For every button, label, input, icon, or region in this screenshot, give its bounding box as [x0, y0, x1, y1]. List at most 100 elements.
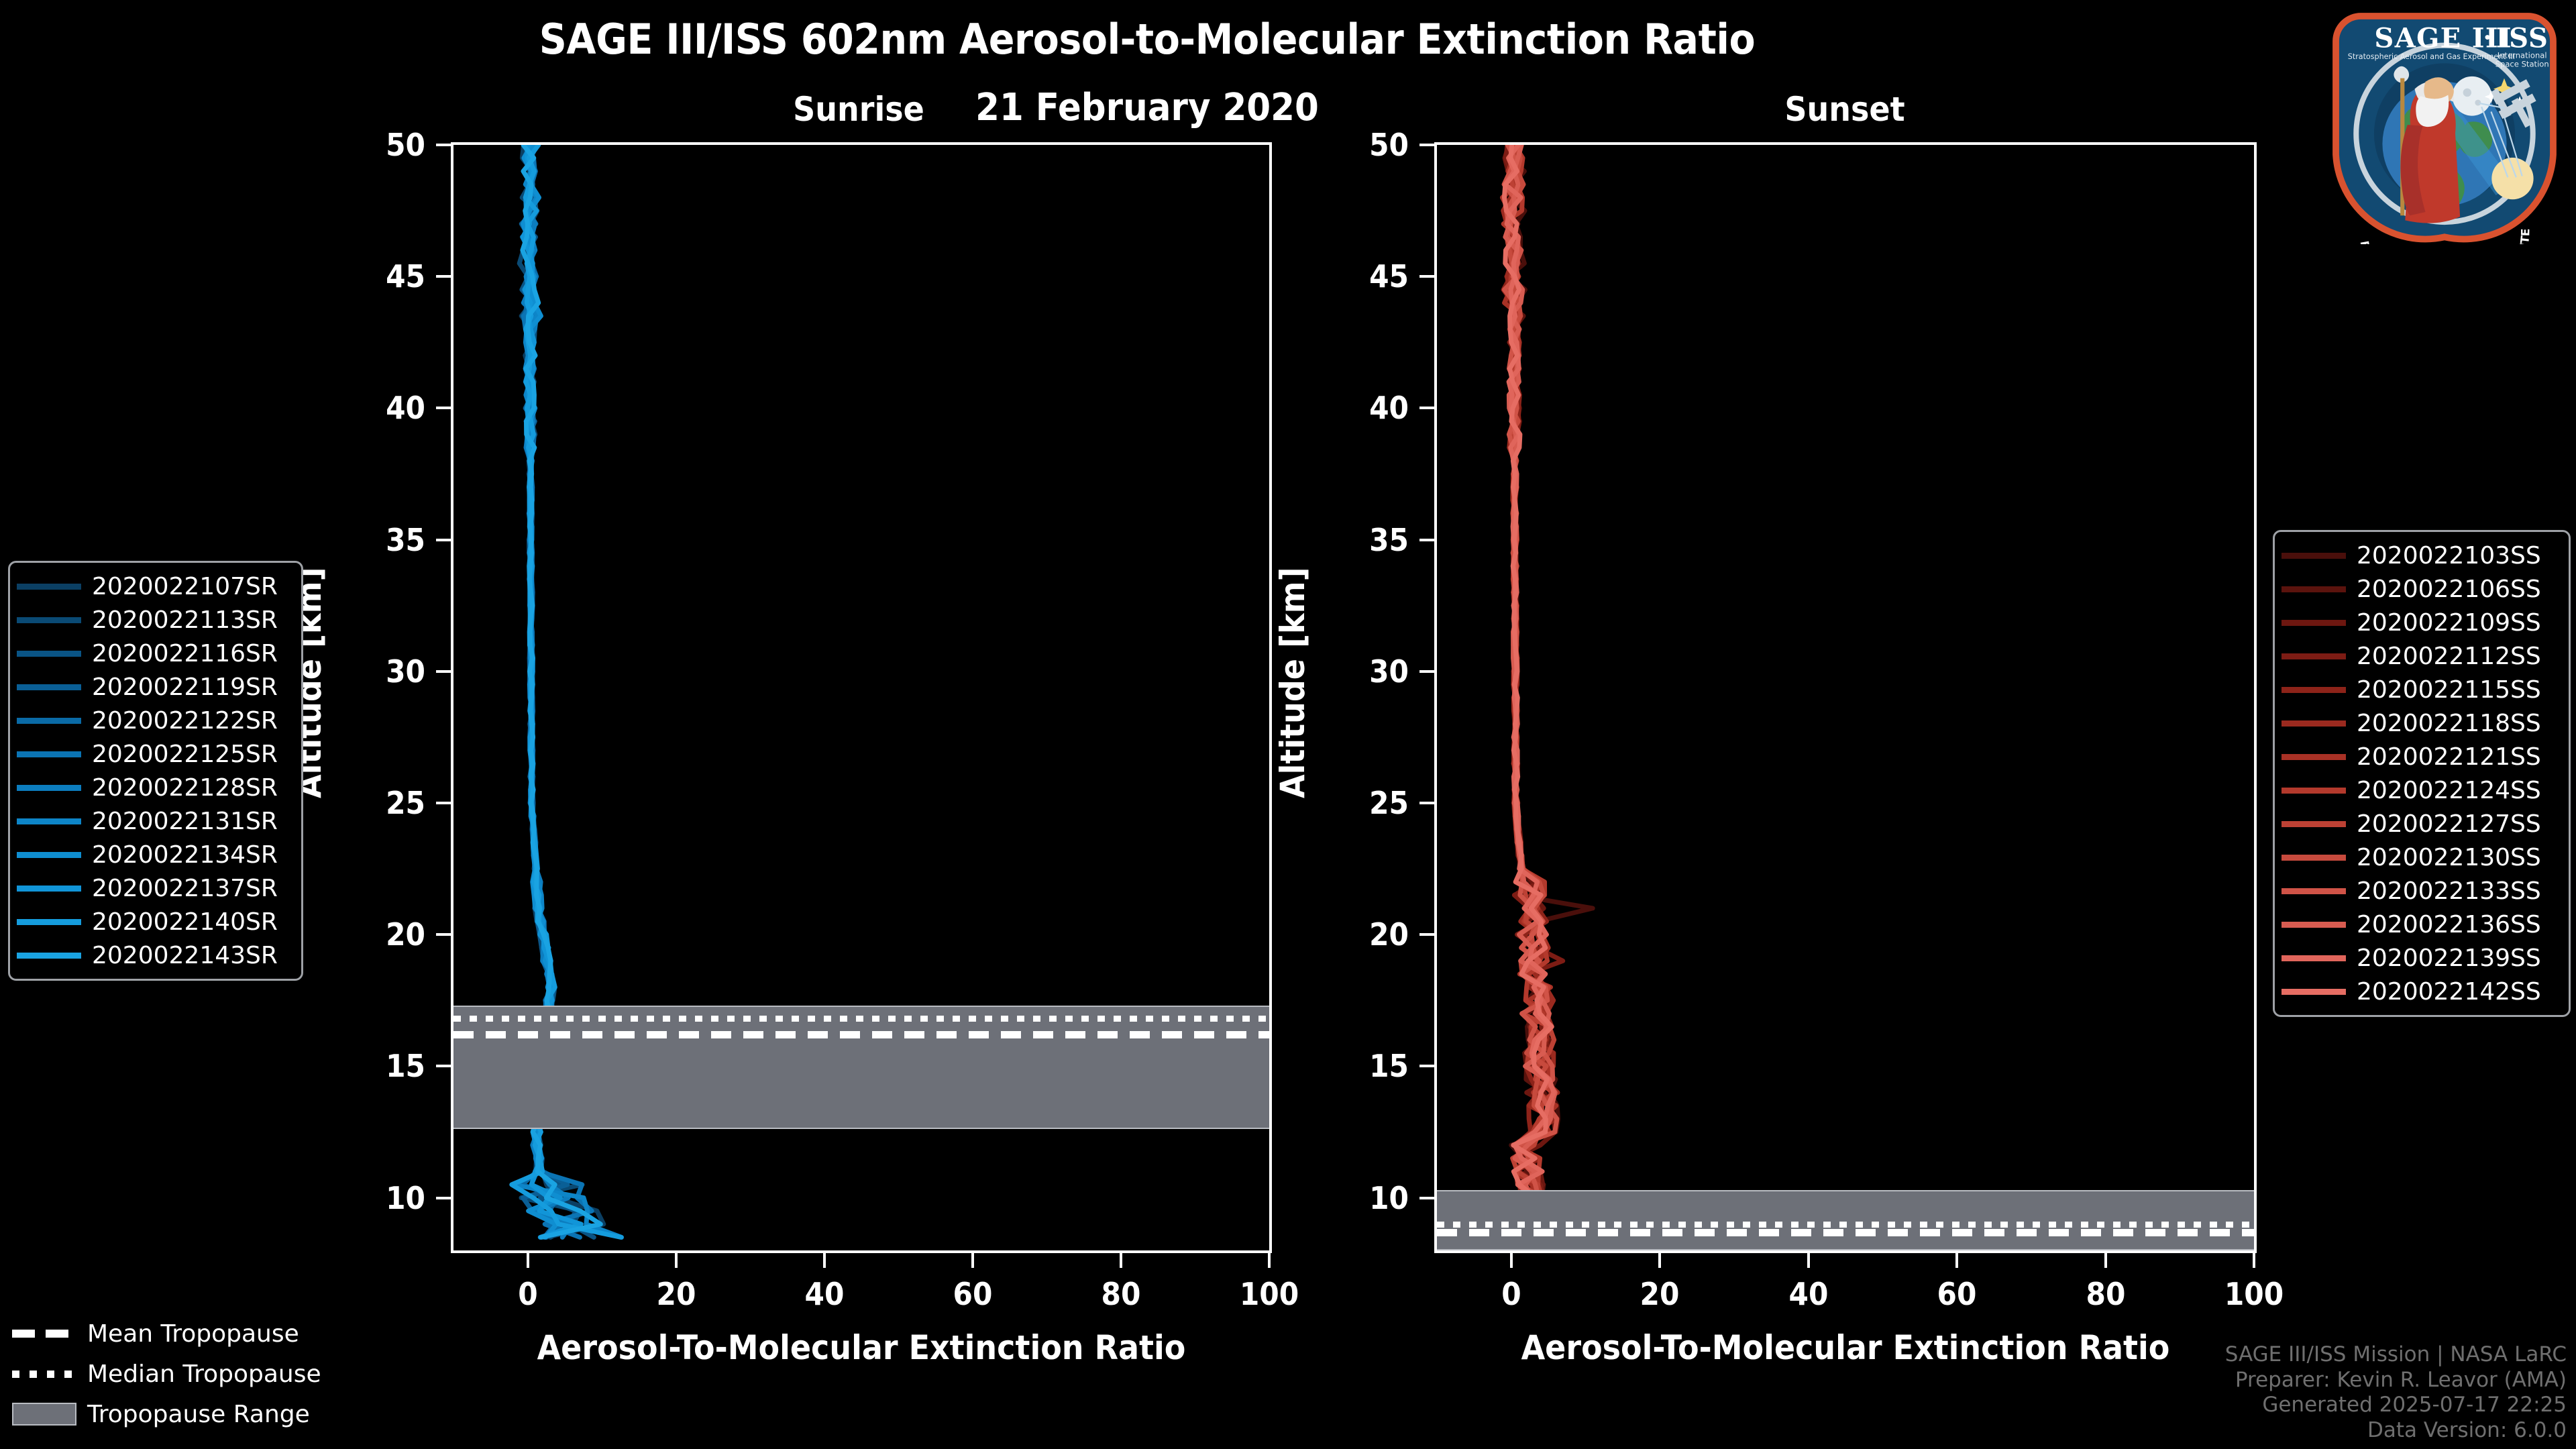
sunrise-legend-item[interactable]: 2020022143SR	[17, 938, 292, 972]
sunrise-legend-item[interactable]: 2020022107SR	[17, 570, 292, 603]
sunset-legend-label: 2020022121SS	[2357, 743, 2541, 771]
x-tick-mark	[1268, 1253, 1271, 1268]
legend-item-median-tropopause: Median Tropopause	[12, 1354, 388, 1394]
sunset-legend[interactable]: 2020022103SS 2020022106SS 2020022109SS 2020…	[2273, 530, 2571, 1017]
sunrise-legend-label: 2020022107SR	[92, 572, 278, 600]
legend-item-mean-tropopause: Mean Tropopause	[12, 1313, 388, 1354]
x-tick-mark	[1509, 1253, 1513, 1268]
legend-line-swatch-icon	[17, 717, 81, 724]
sunset-legend-item[interactable]: 2020022133SS	[2282, 874, 2559, 908]
footer-line-mission: SAGE III/ISS Mission | NASA LaRC	[2224, 1342, 2567, 1366]
sunset-legend-label: 2020022130SS	[2357, 843, 2541, 871]
sunset-legend-item[interactable]: 2020022124SS	[2282, 773, 2559, 807]
y-tick-label: 35	[386, 521, 425, 558]
y-tick-label: 15	[386, 1048, 425, 1085]
sunset-plot-inner	[1437, 145, 2254, 1250]
x-tick-mark	[2104, 1253, 2107, 1268]
sunset-legend-item[interactable]: 2020022121SS	[2282, 740, 2559, 773]
y-tick-label: 40	[1369, 390, 1409, 427]
y-tick-label: 45	[1369, 258, 1409, 295]
sunrise-legend-label: 2020022140SR	[92, 908, 278, 936]
median-tropopause-line-left	[453, 1016, 1269, 1022]
y-tick-mark	[1419, 1196, 1434, 1199]
tropopause-legend: Mean Tropopause Median Tropopause Tropop…	[12, 1313, 388, 1434]
sunset-legend-item[interactable]: 2020022112SS	[2282, 639, 2559, 673]
y-tick-mark	[1419, 538, 1434, 541]
footer-line-preparer: Preparer: Kevin R. Leavor (AMA)	[2235, 1367, 2567, 1392]
x-tick-mark	[822, 1253, 826, 1268]
legend-line-swatch-icon	[17, 784, 81, 791]
tropopause-range-band-left	[453, 1006, 1269, 1130]
sunset-panel-title: Sunset	[1784, 90, 1905, 129]
mean-tropopause-line-left	[453, 1031, 1269, 1039]
legend-line-swatch-icon	[17, 952, 81, 959]
sunset-legend-item[interactable]: 2020022103SS	[2282, 539, 2559, 572]
legend-line-swatch-icon	[17, 851, 81, 858]
x-tick-label: 0	[1501, 1276, 1521, 1312]
sunrise-panel-title: Sunrise	[793, 90, 924, 129]
y-tick-mark	[1419, 1065, 1434, 1068]
sunset-legend-item[interactable]: 2020022130SS	[2282, 841, 2559, 874]
sunrise-legend-item[interactable]: 2020022122SR	[17, 704, 292, 737]
sunset-legend-label: 2020022124SS	[2357, 776, 2541, 804]
legend-line-swatch-icon	[17, 885, 81, 892]
y-tick-mark	[436, 275, 451, 278]
sunrise-legend-item[interactable]: 2020022113SR	[17, 603, 292, 637]
sunset-legend-item[interactable]: 2020022127SS	[2282, 807, 2559, 841]
footer-line-dataversion: Data Version: 6.0.0	[2367, 1418, 2567, 1443]
sunrise-legend-item[interactable]: 2020022134SR	[17, 838, 292, 871]
sunrise-legend-item[interactable]: 2020022137SR	[17, 871, 292, 905]
sunrise-legend-item[interactable]: 2020022140SR	[17, 905, 292, 938]
sunset-legend-item[interactable]: 2020022136SS	[2282, 908, 2559, 941]
sunrise-legend-item[interactable]: 2020022116SR	[17, 637, 292, 670]
y-tick-mark	[1419, 933, 1434, 936]
sunset-legend-label: 2020022142SS	[2357, 977, 2541, 1006]
y-tick-mark	[436, 1196, 451, 1199]
legend-line-swatch-icon	[2282, 854, 2346, 861]
legend-line-swatch-icon	[17, 616, 81, 623]
legend-line-swatch-icon	[2282, 988, 2346, 995]
x-tick-label: 80	[1101, 1276, 1141, 1312]
page-title: SAGE III/ISS 602nm Aerosol-to-Molecular …	[539, 15, 1756, 64]
legend-line-swatch-icon	[2282, 686, 2346, 693]
profile-line	[1501, 145, 1554, 1240]
sunrise-legend-item[interactable]: 2020022119SR	[17, 670, 292, 704]
x-tick-label: 80	[2086, 1276, 2125, 1312]
legend-line-swatch-icon	[17, 751, 81, 757]
sunset-legend-item[interactable]: 2020022115SS	[2282, 673, 2559, 706]
legend-line-swatch-icon	[2282, 586, 2346, 592]
sunset-legend-item[interactable]: 2020022106SS	[2282, 572, 2559, 606]
sunrise-plot-inner	[453, 145, 1269, 1250]
x-tick-mark	[1119, 1253, 1122, 1268]
sunrise-legend-label: 2020022113SR	[92, 606, 278, 634]
y-tick-mark	[436, 144, 451, 146]
sunrise-legend-item[interactable]: 2020022125SR	[17, 737, 292, 771]
y-tick-mark	[436, 801, 451, 804]
svg-text:SAGE III: SAGE III	[2374, 22, 2512, 54]
x-tick-label: 40	[1788, 1276, 1829, 1312]
tropopause-range-band-right	[1437, 1189, 2254, 1250]
sunrise-legend-label: 2020022116SR	[92, 639, 278, 667]
sunrise-legend-item[interactable]: 2020022131SR	[17, 804, 292, 838]
sunrise-legend[interactable]: 2020022107SR 2020022113SR 2020022116SR 2020…	[8, 561, 303, 981]
sunset-legend-item[interactable]: 2020022118SS	[2282, 706, 2559, 740]
dotted-line-icon	[12, 1370, 76, 1378]
legend-line-swatch-icon	[2282, 820, 2346, 827]
sunset-legend-item[interactable]: 2020022142SS	[2282, 975, 2559, 1008]
sunset-profile-lines	[1500, 145, 1595, 1240]
y-tick-mark	[436, 407, 451, 410]
legend-line-swatch-icon	[2282, 753, 2346, 760]
legend-line-swatch-icon	[17, 818, 81, 824]
legend-line-swatch-icon	[2282, 921, 2346, 928]
sunset-legend-label: 2020022136SS	[2357, 910, 2541, 938]
y-tick-label: 20	[386, 916, 425, 953]
svg-text:Stratospheric Aerosol and Gas: Stratospheric Aerosol and Gas Experiment…	[2348, 52, 2515, 61]
sunset-legend-item[interactable]: 2020022139SS	[2282, 941, 2559, 975]
sunset-legend-item[interactable]: 2020022109SS	[2282, 606, 2559, 639]
y-tick-label: 40	[386, 390, 425, 427]
x-axis-title: Aerosol-To-Molecular Extinction Ratio	[1521, 1328, 2170, 1367]
legend-line-swatch-icon	[2282, 552, 2346, 559]
y-tick-mark	[436, 669, 451, 673]
sunrise-legend-item[interactable]: 2020022128SR	[17, 771, 292, 804]
y-tick-label: 15	[1369, 1048, 1409, 1085]
